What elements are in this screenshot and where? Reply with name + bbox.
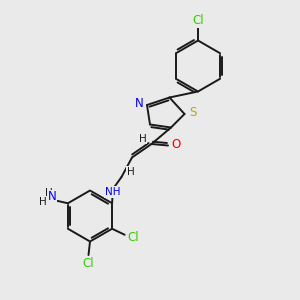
Text: H: H [44,188,52,198]
Text: Cl: Cl [83,256,94,270]
Text: H: H [38,197,46,207]
Text: NH: NH [105,187,120,197]
Text: H: H [127,167,134,177]
Text: N: N [48,190,57,203]
Text: N: N [135,97,144,110]
Text: O: O [172,137,181,151]
Text: S: S [189,106,197,119]
Text: Cl: Cl [192,14,204,28]
Text: H: H [139,134,146,144]
Text: Cl: Cl [128,231,140,244]
